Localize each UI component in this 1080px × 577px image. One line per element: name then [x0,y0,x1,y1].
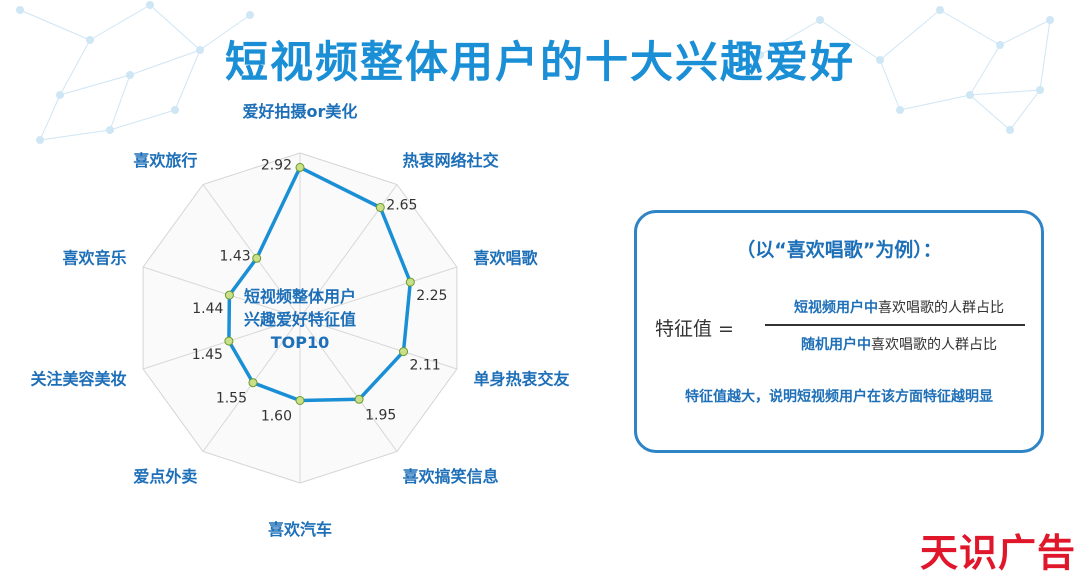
background-network-node [106,126,114,134]
radar-spoke [299,317,458,370]
radar-spoke [142,317,301,370]
radar-category-label: 喜欢汽车 [268,520,332,539]
background-network-link [109,109,176,131]
background-network-link [899,94,971,111]
info-heading: （以“喜欢唱歌”为例）： [736,239,942,261]
background-network-link [19,9,91,41]
radar-spoke [299,266,458,319]
radar-category-label: 爱好拍摄or美化 [243,102,358,121]
background-network-node [756,51,764,59]
radar-value-label: 1.43 [220,248,251,264]
background-network-link [939,9,1001,46]
numerator-highlight: 短视频用户中 [794,300,878,316]
denominator-text: 喜欢唱歌的人群占比 [871,337,997,353]
background-network-link [39,94,61,141]
radar-point [354,394,364,404]
background-network-node [171,106,179,114]
background-network-node [86,36,94,44]
radar-value-label: 1.55 [216,391,247,407]
background-network-link [109,74,131,131]
background-network-node [876,56,884,64]
radar-center-label: 兴趣爱好特征值 [244,310,356,329]
radar-point [252,253,262,263]
radar-category-label: 喜欢旅行 [133,151,197,170]
background-network-node [126,71,134,79]
radar-value-label: 2.25 [416,288,447,304]
radar-category-label: 喜欢唱歌 [474,249,539,268]
background-network-link [59,74,131,96]
background-network-node [996,41,1004,49]
radar-value-label: 1.95 [365,407,396,423]
radar-point [399,347,408,357]
background-network-link [819,19,881,61]
radar-value-label: 1.45 [192,347,223,363]
background-network-link [999,19,1051,46]
radar-category-label: 关注美容美妆 [30,369,126,388]
background-network-link [59,39,91,96]
radar-spoke [202,184,301,319]
background-network-node [1046,16,1054,24]
radar-category-label: 喜欢搞笑信息 [403,467,499,486]
background-network-node [146,1,154,9]
radar-value-label: 2.65 [386,198,417,214]
radar-point [295,396,305,405]
background-network-node [816,16,824,24]
radar-spoke [142,266,301,319]
background-network-link [879,9,941,61]
background-network-node [56,91,64,99]
background-network-node [936,6,944,14]
radar-value-label: 1.44 [192,301,223,317]
page-title: 短视频整体用户的十大兴趣爱好 [225,38,855,88]
formula-numerator: 短视频用户中喜欢唱歌的人群占比 [765,297,1033,317]
background-network-node [16,6,24,14]
info-note: 特征值越大，说明短视频用户在该方面特征越明显 [685,389,993,405]
fraction-line [765,324,1025,326]
radar-value-label: 2.92 [261,157,292,173]
info-box: （以“喜欢唱歌”为例）： 特征值 = 短视频用户中喜欢唱歌的人群占比 随机用户中… [634,210,1044,453]
background-network-link [89,4,151,41]
radar-category-label: 单身热衷交友 [474,369,571,388]
formula-denominator: 随机用户中喜欢唱歌的人群占比 [765,334,1033,354]
radar-point [248,378,258,388]
radar-category-label: 喜欢音乐 [62,249,126,268]
radar-point [375,203,385,212]
background-network-link [969,94,1011,131]
numerator-text: 喜欢唱歌的人群占比 [878,300,1004,316]
background-network-link [39,129,111,141]
background-network-link [759,19,821,56]
radar-category-label: 爱点外卖 [133,467,197,486]
background-network-node [966,91,974,99]
background-network-link [174,49,201,111]
background-network-node [1006,126,1014,134]
background-network-link [969,44,1001,96]
background-network-link [879,59,901,111]
watermark-logo: 天识广告 [920,531,1077,575]
radar-category-label: 热衷网络社交 [403,151,499,170]
radar-value-label: 1.60 [261,409,292,425]
background-network-link [1039,19,1051,91]
background-network-link [149,4,201,51]
radar-center-label: 短视频整体用户 [244,287,356,306]
background-network-link [969,89,1041,96]
radar-value-label: 2.11 [410,358,441,374]
radar-point [224,290,234,300]
radar-point [224,336,234,346]
background-network-link [1009,89,1041,131]
background-network-link [199,14,251,51]
radar-spoke [299,317,398,452]
background-network-node [896,106,904,114]
radar-point [405,277,415,287]
background-network-node [36,136,44,144]
formula-left-label: 特征值 = [655,318,734,340]
background-network-node [246,11,254,19]
denominator-highlight: 随机用户中 [801,337,871,353]
background-network-link [129,49,201,76]
radar-center-label: TOP10 [271,333,330,352]
background-network-node [196,46,204,54]
background-network-node [1036,86,1044,94]
radar-point [295,162,305,172]
